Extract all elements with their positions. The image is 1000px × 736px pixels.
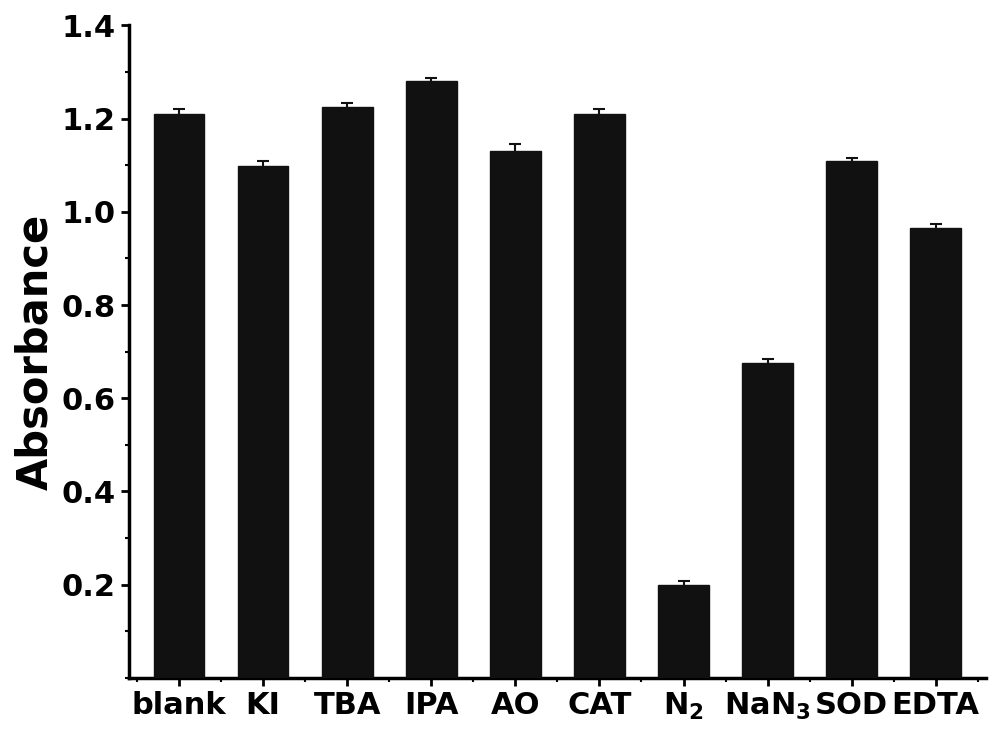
Bar	[742, 364, 793, 678]
Bar	[574, 114, 625, 678]
Bar	[154, 114, 204, 678]
Bar	[826, 161, 877, 678]
Bar	[406, 81, 457, 678]
Bar	[238, 166, 288, 678]
Bar	[910, 228, 961, 678]
Bar	[490, 151, 541, 678]
Y-axis label: Absorbance: Absorbance	[14, 213, 56, 489]
Bar	[322, 107, 373, 678]
Bar	[658, 584, 709, 678]
